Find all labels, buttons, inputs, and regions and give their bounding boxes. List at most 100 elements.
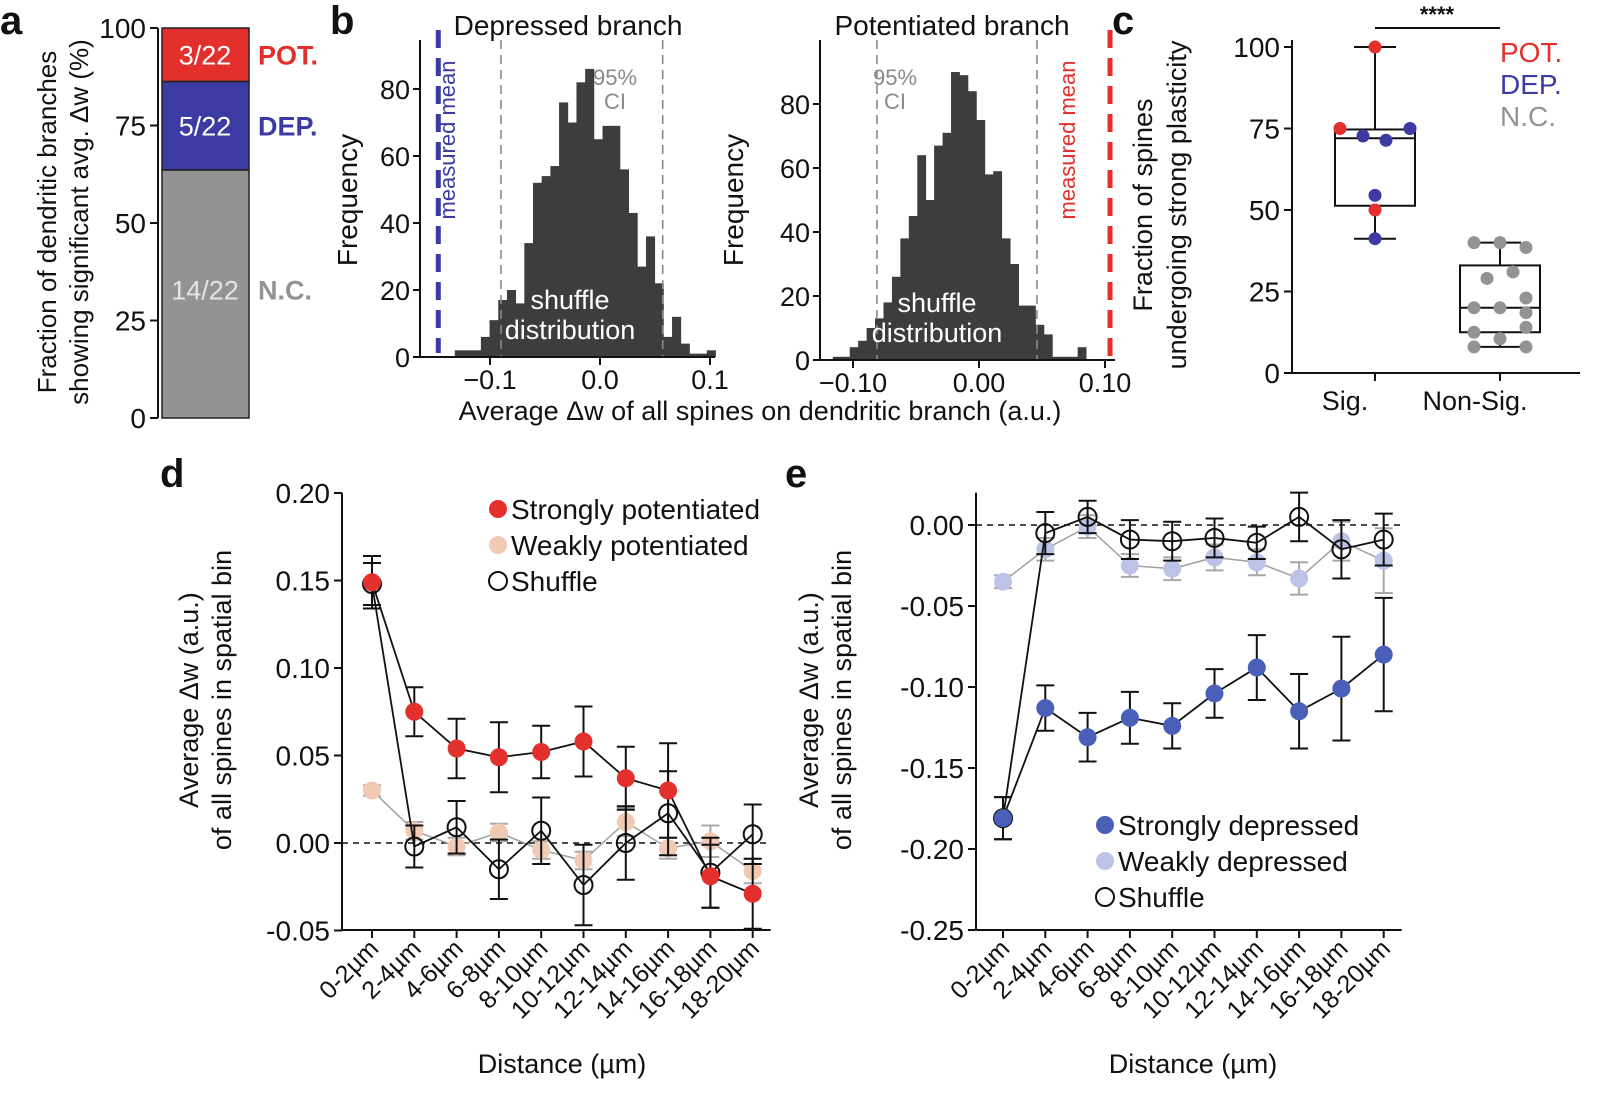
- y-tick-label: 25: [115, 306, 146, 337]
- histogram-bar: [515, 303, 525, 357]
- bar-segment-dep: [161, 80, 250, 171]
- panel-label-c: c: [1112, 0, 1134, 43]
- bar-segment-nc: [161, 169, 250, 419]
- data-point-dep: [1379, 133, 1393, 147]
- data-point: [363, 573, 381, 592]
- data-point: [701, 867, 720, 886]
- data-point: [489, 748, 508, 767]
- series-line: [1002, 525, 1385, 583]
- y-tick-label: 0.00: [276, 828, 331, 859]
- histogram-bar: [585, 68, 595, 358]
- data-point: [1163, 559, 1182, 578]
- y-tick-label: 50: [115, 208, 146, 239]
- histogram-bar: [498, 300, 508, 357]
- y-tick-label: 0.00: [910, 510, 965, 541]
- shuffle-distribution-label: shuffle: [897, 288, 976, 318]
- histogram-bar: [1069, 356, 1079, 360]
- data-point-nc: [1519, 240, 1533, 254]
- box: [1459, 264, 1541, 334]
- histogram-bar: [1077, 347, 1087, 360]
- histogram-bar: [463, 350, 473, 357]
- y-tick-label: 0: [795, 346, 810, 376]
- data-point-nc: [1493, 301, 1507, 315]
- x-tick-label: −0.10: [819, 368, 887, 398]
- segment-count-label: 14/22: [171, 275, 239, 305]
- y-tick-label: 25: [1249, 277, 1280, 308]
- panel-label-e: e: [785, 452, 807, 496]
- histogram-bar: [663, 336, 673, 357]
- data-point: [447, 739, 466, 758]
- histogram-bar: [593, 139, 603, 357]
- histogram-bar: [489, 320, 499, 357]
- ci-label: CI: [604, 89, 626, 114]
- panel-d-line-chart: -0.050.000.050.100.150.200-2µm2-4µm4-6µm…: [174, 478, 771, 1079]
- series-strongly-depressed: [994, 596, 1393, 841]
- histogram-bar: [951, 72, 960, 360]
- data-point-dep: [1356, 129, 1370, 143]
- histogram-bar: [841, 356, 851, 360]
- histogram-title: Potentiated branch: [834, 10, 1069, 41]
- shuffle-distribution-label: distribution: [872, 318, 1003, 348]
- y-tick-label: 100: [99, 13, 146, 44]
- data-point: [1247, 553, 1266, 572]
- histogram-bar: [454, 350, 464, 357]
- data-point: [1078, 728, 1097, 747]
- legend-marker: [1096, 816, 1114, 834]
- histogram-bar: [1001, 238, 1011, 360]
- histogram-bar: [1010, 264, 1019, 360]
- data-point: [489, 823, 508, 842]
- histogram-bar: [567, 122, 577, 357]
- data-point-nc: [1493, 332, 1507, 346]
- histogram-bar: [654, 283, 664, 357]
- legend-entry: N.C.: [1500, 101, 1556, 132]
- y-axis-label: Fraction of spines: [1128, 98, 1158, 311]
- x-tick-label: −0.1: [463, 365, 516, 395]
- y-tick-label: 75: [115, 111, 146, 142]
- histogram-bar: [550, 166, 560, 357]
- data-point: [1162, 531, 1183, 552]
- histogram-bar: [832, 356, 842, 360]
- data-point: [1163, 716, 1182, 735]
- histogram-bar: [1052, 356, 1062, 360]
- x-axis-label: Average Δw of all spines on dendritic br…: [459, 396, 1062, 426]
- legend-label: Shuffle: [1118, 882, 1205, 913]
- histogram-bar: [472, 350, 482, 357]
- x-tick-label: 0.1: [691, 365, 729, 395]
- y-axis-label: showing significant avg. Δw (%): [64, 39, 94, 405]
- data-point: [1120, 708, 1139, 727]
- data-point: [1374, 645, 1393, 664]
- data-point: [742, 824, 763, 845]
- x-tick-label: Sig.: [1322, 386, 1369, 416]
- segment-count-label: 5/22: [179, 112, 232, 142]
- histogram-bar: [1035, 324, 1045, 360]
- data-point-nc: [1467, 325, 1481, 339]
- data-point-nc: [1467, 340, 1481, 354]
- segment-category-label: N.C.: [258, 275, 312, 305]
- data-point-nc: [1519, 320, 1533, 334]
- histogram-bar: [858, 340, 868, 360]
- legend-marker: [1096, 852, 1114, 870]
- data-point: [1036, 699, 1055, 718]
- y-tick-label: 80: [380, 75, 410, 105]
- data-point: [573, 875, 594, 895]
- histogram-bar: [541, 176, 551, 357]
- data-point-nc: [1493, 236, 1507, 250]
- data-point-dep: [1368, 232, 1382, 246]
- histogram-bar: [680, 343, 690, 357]
- segment-category-label: POT.: [258, 41, 318, 71]
- y-tick-label: 40: [380, 209, 410, 239]
- data-point: [1332, 679, 1351, 698]
- y-tick-label: 100: [1233, 32, 1280, 63]
- data-point: [446, 817, 467, 838]
- series-strongly-potentiated: [363, 555, 762, 930]
- shuffle-distribution-label: shuffle: [530, 285, 609, 315]
- y-axis-label: Frequency: [718, 134, 749, 266]
- data-point-nc: [1519, 291, 1533, 305]
- y-axis-label: of all spines in spatial bin: [207, 550, 237, 850]
- data-point: [1247, 658, 1266, 677]
- data-point-nc: [1519, 306, 1533, 320]
- data-point: [1035, 523, 1056, 544]
- histogram-bar: [1060, 356, 1070, 360]
- x-tick-label: Non-Sig.: [1422, 386, 1527, 416]
